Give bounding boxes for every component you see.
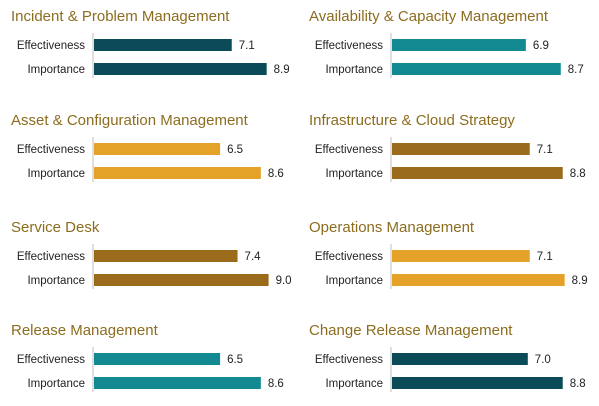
effectiveness-bar [392,39,526,51]
value-label: 6.5 [227,144,243,156]
value-label: 7.0 [535,354,551,366]
category-label: Effectiveness [315,144,383,156]
chart-title: Infrastructure & Cloud Strategy [309,112,515,129]
category-label: Effectiveness [17,40,85,52]
value-label: 6.5 [227,354,243,366]
category-label: Effectiveness [17,251,85,263]
importance-bar [94,377,261,389]
importance-bar [94,274,269,286]
category-label: Importance [27,378,85,390]
chart-title: Release Management [11,322,159,339]
value-label: 8.7 [568,64,584,76]
importance-bar [392,63,561,75]
category-label: Importance [325,275,383,287]
importance-bar [392,377,563,389]
value-label: 7.1 [239,40,255,52]
category-label: Effectiveness [315,40,383,52]
category-label: Effectiveness [315,354,383,366]
chart-title: Incident & Problem Management [11,8,230,25]
category-label: Importance [325,378,383,390]
chart-title: Operations Management [309,219,475,236]
value-label: 9.0 [276,275,292,287]
value-label: 7.1 [537,251,553,263]
effectiveness-bar [392,250,530,262]
value-label: 7.4 [245,251,262,263]
effectiveness-bar [94,353,221,365]
value-label: 8.6 [268,168,284,180]
effectiveness-bar [94,250,238,262]
value-label: 8.9 [572,275,588,287]
effectiveness-bar [94,39,232,51]
category-label: Effectiveness [17,144,85,156]
chart-title: Availability & Capacity Management [309,8,549,25]
value-label: 8.8 [570,168,586,180]
value-label: 8.6 [268,378,284,390]
importance-bar [392,274,565,286]
value-label: 8.8 [570,378,586,390]
effectiveness-bar [392,143,530,155]
importance-bar [392,167,563,179]
category-label: Effectiveness [315,251,383,263]
effectiveness-bar [392,353,528,365]
value-label: 6.9 [533,40,549,52]
category-label: Importance [27,168,85,180]
value-label: 7.1 [537,144,553,156]
category-label: Importance [27,275,85,287]
effectiveness-bar [94,143,221,155]
category-label: Importance [27,64,85,76]
chart-title: Service Desk [11,219,100,236]
chart-title: Change Release Management [309,322,513,339]
category-label: Importance [325,168,383,180]
chart-title: Asset & Configuration Management [11,112,249,129]
value-label: 8.9 [274,64,290,76]
category-label: Effectiveness [17,354,85,366]
importance-bar [94,167,261,179]
category-label: Importance [325,64,383,76]
importance-bar [94,63,267,75]
